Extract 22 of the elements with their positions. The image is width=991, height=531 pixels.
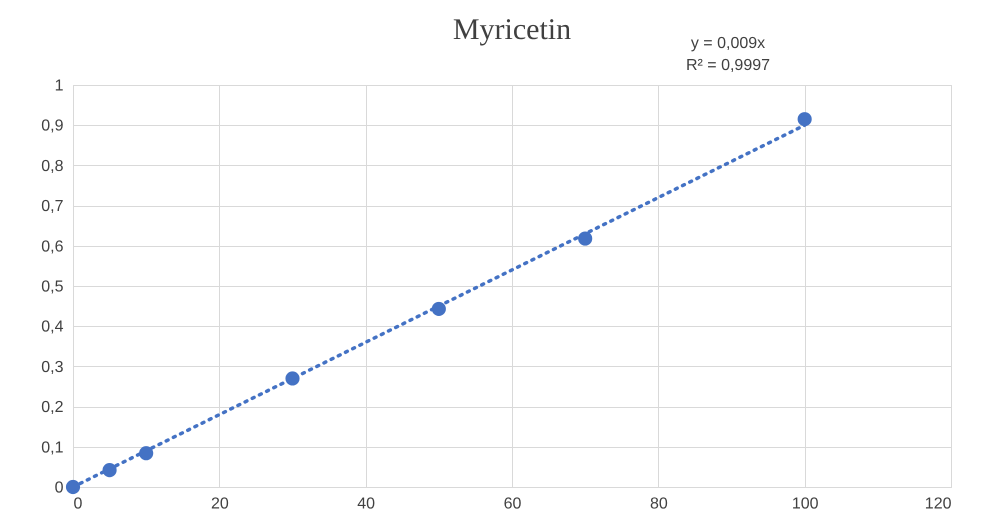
x-tick-label: 100: [792, 496, 819, 512]
x-tick-label: 120: [924, 496, 952, 512]
text: R² = 0,9997: [686, 57, 770, 74]
y-tick-label: 0,9: [41, 118, 64, 135]
y-tick-label: 0,5: [41, 278, 64, 296]
x-tick-label: 40: [357, 496, 376, 512]
chart-title: Myricetin: [452, 13, 572, 46]
x-tick-label: 60: [504, 496, 522, 512]
y-tick-label: 0,4: [41, 318, 64, 336]
y-tick-label: 0,8: [41, 158, 64, 175]
y-tick-label: 0,3: [41, 358, 64, 376]
y-tick-label: 0,7: [41, 198, 64, 216]
y-tick-label: 0,1: [41, 439, 64, 456]
y-tick-label: 1: [54, 78, 64, 94]
y-tick-label: 0,2: [41, 399, 64, 416]
point: [798, 112, 812, 126]
y-tick-label: 0: [54, 480, 64, 496]
x-tick-label: 80: [650, 496, 668, 512]
x-tick-label: 0: [74, 496, 82, 512]
x-tick-label: 20: [210, 496, 229, 512]
y-tick-label: 0,6: [41, 238, 64, 256]
text: y = 0,009x: [690, 35, 766, 52]
